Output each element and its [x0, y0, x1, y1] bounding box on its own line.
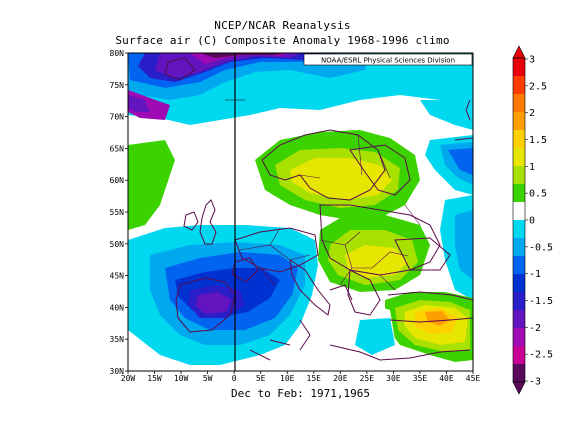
- colorbar-swatch: [513, 166, 525, 185]
- lon-label: 5W: [203, 374, 213, 383]
- credit-text: NOAA/ESRL Physical Sciences Division: [321, 57, 455, 65]
- credit-box: NOAA/ESRL Physical Sciences Division: [303, 53, 473, 66]
- colorbar-swatch: [513, 364, 525, 383]
- colorbar-swatch: [513, 220, 525, 239]
- lat-label: 75N: [110, 81, 125, 90]
- lon-label: 20E: [333, 374, 348, 383]
- colorbar-label: 2: [529, 108, 535, 119]
- lat-label: 45N: [110, 272, 125, 281]
- longitude-axis: 20W 15W 10W 5W 0 5E 10E 15E 20E 25E 30E 35E 40E 45E: [121, 371, 481, 383]
- colorbar-label: 2.5: [529, 81, 547, 92]
- colorbar-swatch: [513, 328, 525, 347]
- colorbar-label: -2.5: [529, 350, 553, 361]
- lat-label: 55N: [110, 208, 125, 217]
- colorbar-swatch: [513, 274, 525, 293]
- map-title: NCEP/NCAR Reanalysis: [214, 19, 351, 32]
- colorbar-swatch: [513, 112, 525, 131]
- lat-label: 60N: [110, 176, 125, 185]
- lon-label: 15E: [307, 374, 322, 383]
- lon-label: 35E: [413, 374, 428, 383]
- coastlines: [164, 57, 473, 361]
- lon-label: 45E: [466, 374, 481, 383]
- colorbar: 3 2.5 2 1.5 1 0.5 0 -0.5 -1 -1.5 -2 -2.5 -3: [512, 45, 553, 395]
- colorbar-label: 1.5: [529, 135, 547, 146]
- colorbar-label: 1: [529, 162, 535, 173]
- lon-label: 30E: [386, 374, 401, 383]
- colorbar-cap-bottom: [512, 381, 526, 395]
- lon-label: 20W: [121, 374, 136, 383]
- colorbar-swatch: [513, 202, 525, 221]
- lat-label: 35N: [110, 335, 125, 344]
- field-green-west: [128, 140, 175, 230]
- colorbar-cap-top: [512, 45, 526, 59]
- colorbar-swatch: [513, 130, 525, 149]
- lat-label: 70N: [110, 113, 125, 122]
- lon-label: 10W: [174, 374, 189, 383]
- borders: [239, 134, 421, 291]
- anomaly-field: [128, 53, 473, 371]
- colorbar-label: 0.5: [529, 189, 547, 200]
- lat-label: 80N: [110, 49, 125, 58]
- lon-label: 40E: [439, 374, 454, 383]
- lon-label: 15W: [147, 374, 162, 383]
- latitude-axis: 80N 75N 70N 65N 60N 55N 50N 45N 40N 35N 30N: [110, 49, 128, 376]
- colorbar-swatch: [513, 94, 525, 113]
- map-subtitle: Surface air (C) Composite Anomaly 1968-1…: [115, 34, 450, 47]
- colorbar-label: 3: [529, 55, 535, 66]
- lat-label: 30N: [110, 367, 125, 376]
- lon-label: 10E: [280, 374, 295, 383]
- lon-label: 0: [232, 374, 237, 383]
- lon-label: 5E: [256, 374, 266, 383]
- lat-label: 40N: [110, 303, 125, 312]
- colorbar-swatch: [513, 346, 525, 365]
- colorbar-swatch: [513, 58, 525, 77]
- colorbar-label: -1: [529, 269, 541, 280]
- colorbar-swatch: [513, 148, 525, 167]
- colorbar-swatch: [513, 256, 525, 275]
- colorbar-swatch: [513, 184, 525, 203]
- colorbar-label: -2: [529, 323, 541, 334]
- colorbar-swatch: [513, 238, 525, 257]
- lat-label: 50N: [110, 240, 125, 249]
- period-label: Dec to Feb: 1971,1965: [230, 387, 371, 400]
- colorbar-label: -1.5: [529, 296, 553, 307]
- colorbar-label: -3: [529, 377, 541, 388]
- colorbar-swatch: [513, 310, 525, 329]
- colorbar-swatch: [513, 76, 525, 95]
- colorbar-swatch: [513, 292, 525, 311]
- lon-label: 25E: [360, 374, 375, 383]
- colorbar-label: -0.5: [529, 242, 553, 253]
- lat-label: 65N: [110, 144, 125, 153]
- colorbar-label: 0: [529, 216, 535, 227]
